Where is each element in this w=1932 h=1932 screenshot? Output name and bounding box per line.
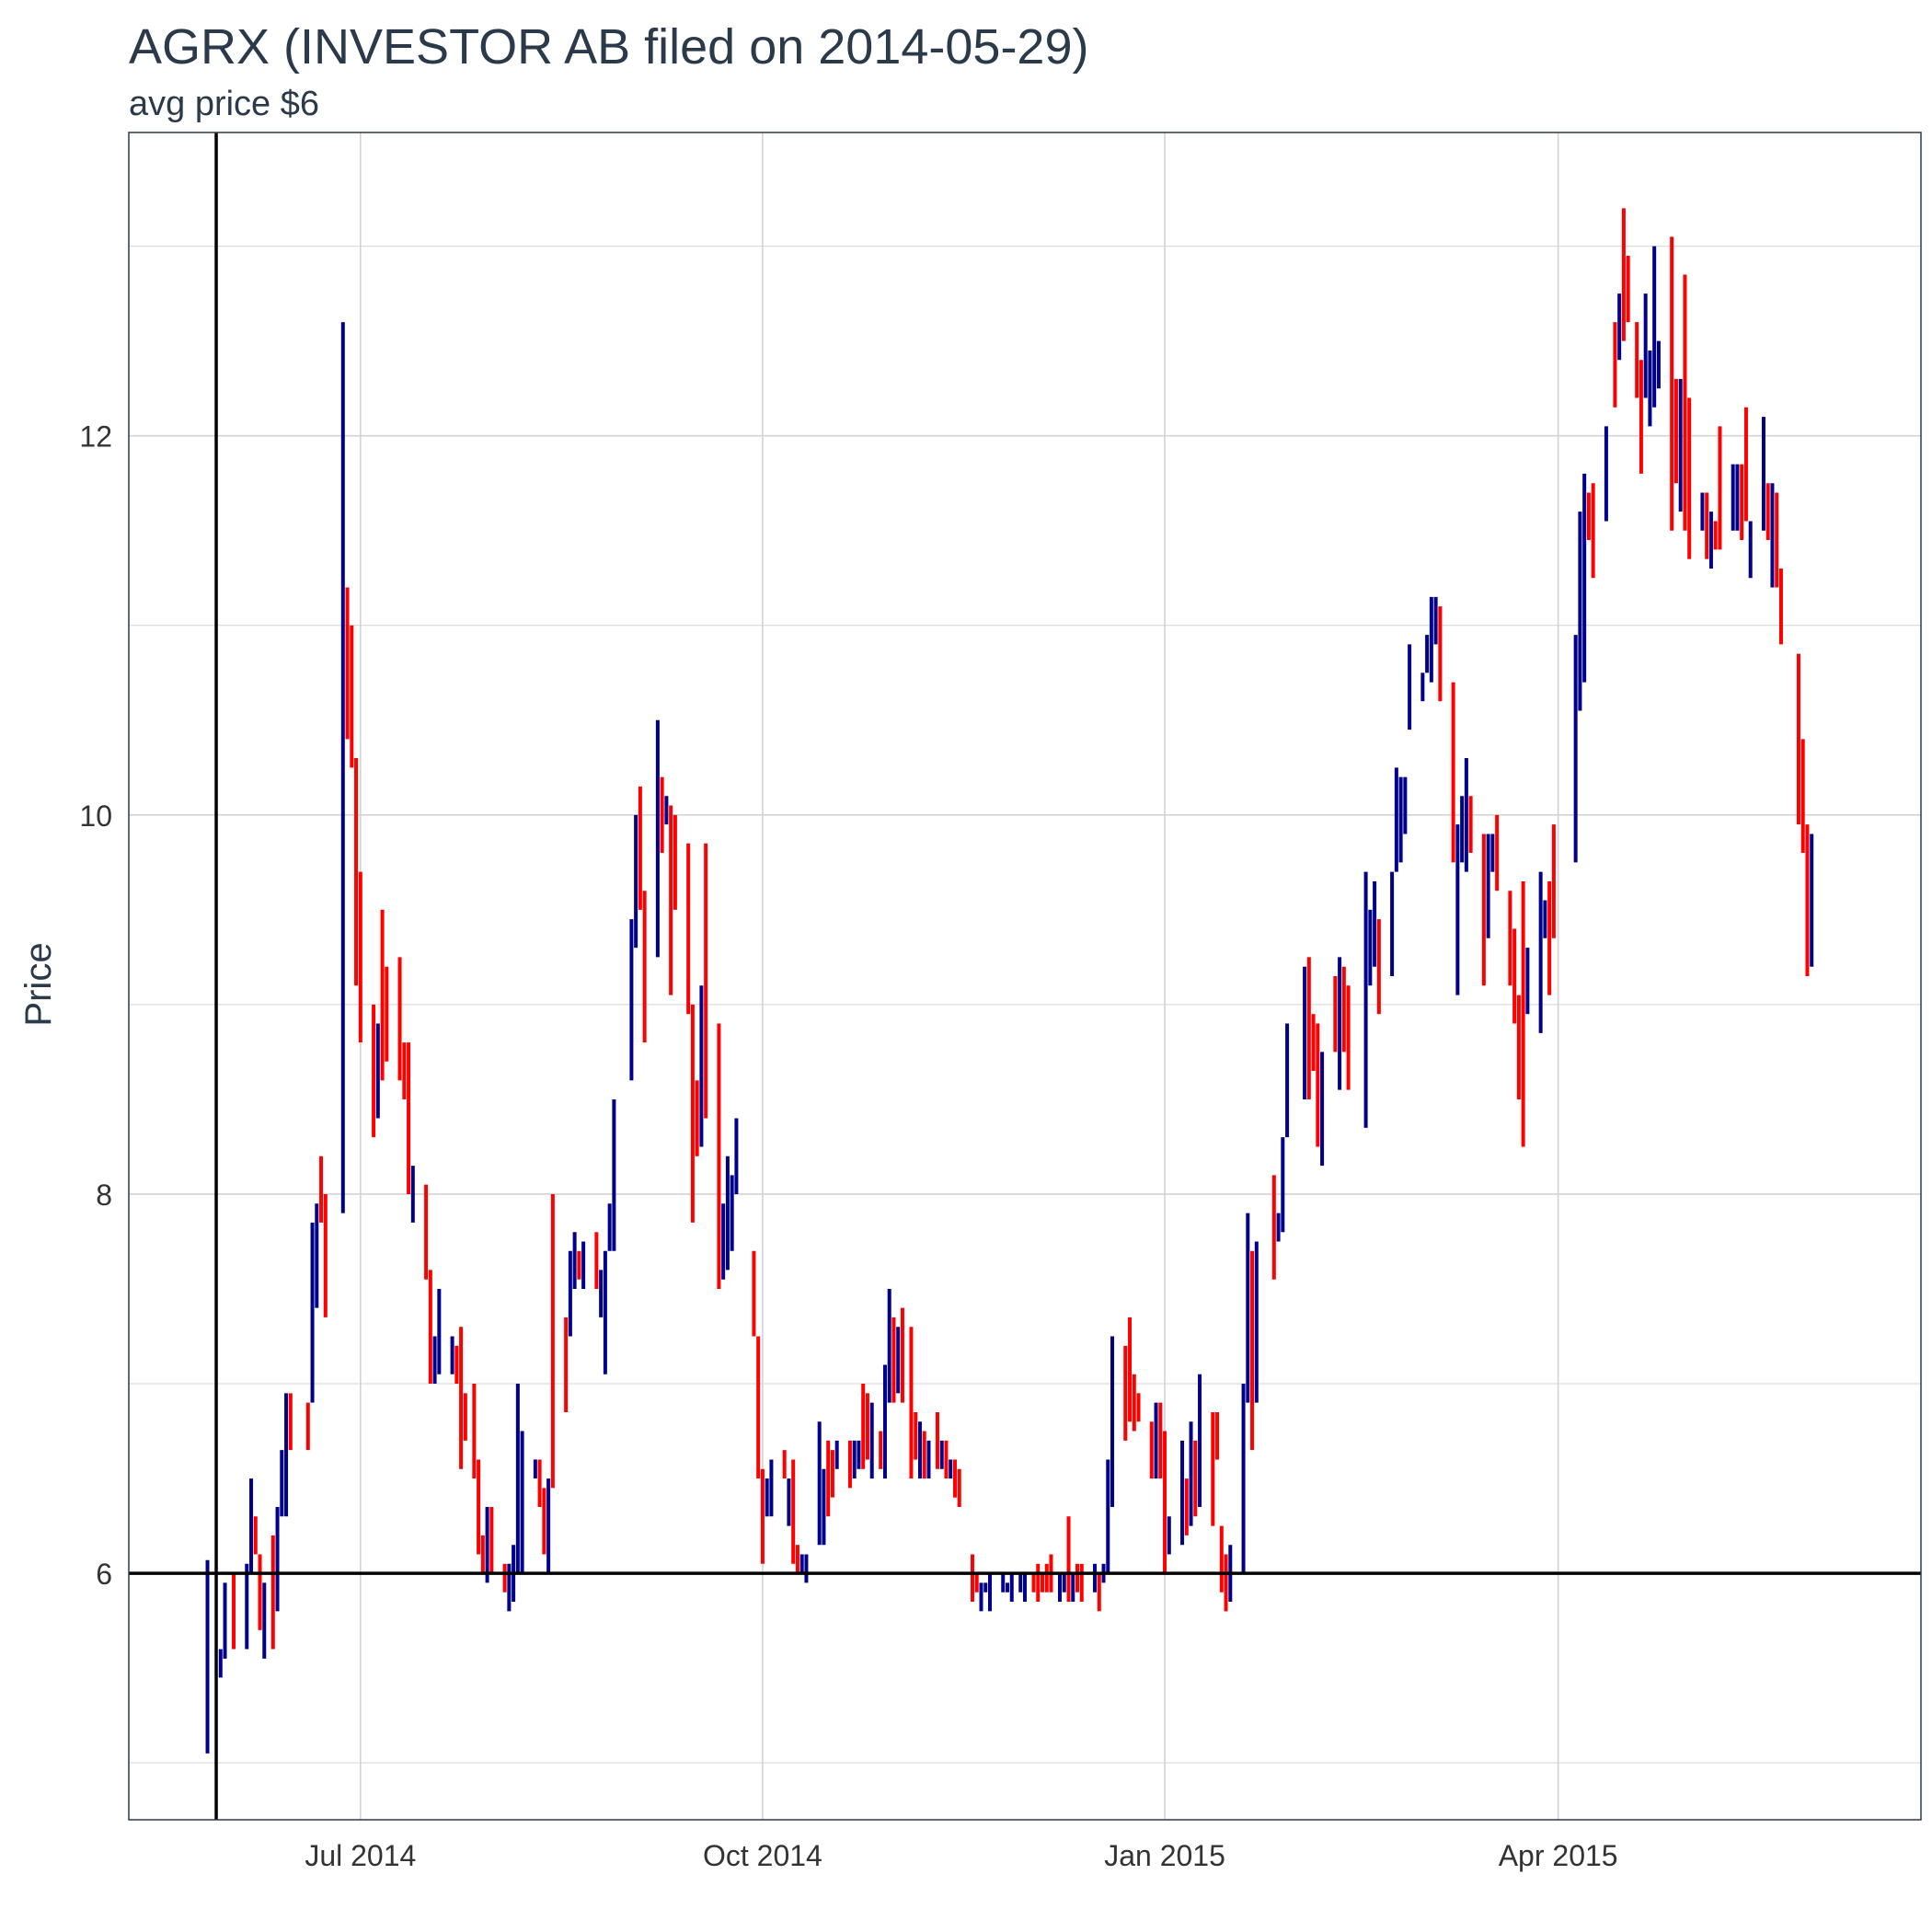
price-bars (205, 208, 1814, 1754)
reference-lines (129, 132, 1921, 1820)
x-tick-label: Jul 2014 (305, 1839, 416, 1872)
x-tick-label: Jan 2015 (1104, 1839, 1225, 1872)
grid-lines (129, 132, 1921, 1820)
y-tick-label: 10 (79, 799, 112, 833)
x-tick-label: Oct 2014 (703, 1839, 822, 1872)
chart-subtitle: avg price $6 (129, 85, 320, 123)
x-tick-label: Apr 2015 (1499, 1839, 1618, 1872)
y-tick-label: 6 (96, 1558, 112, 1591)
axes: 6 8 10 12 Jul 2014 Oct 2014 Jan 2015 Apr 2015 (79, 420, 1617, 1872)
y-tick-label: 8 (96, 1179, 112, 1212)
chart-title: AGRX (INVESTOR AB filed on 2014-05-29) (129, 19, 1089, 75)
plot-panel-border (128, 132, 1922, 1821)
y-axis-title: Price (18, 942, 59, 1026)
y-tick-label: 12 (79, 420, 112, 454)
